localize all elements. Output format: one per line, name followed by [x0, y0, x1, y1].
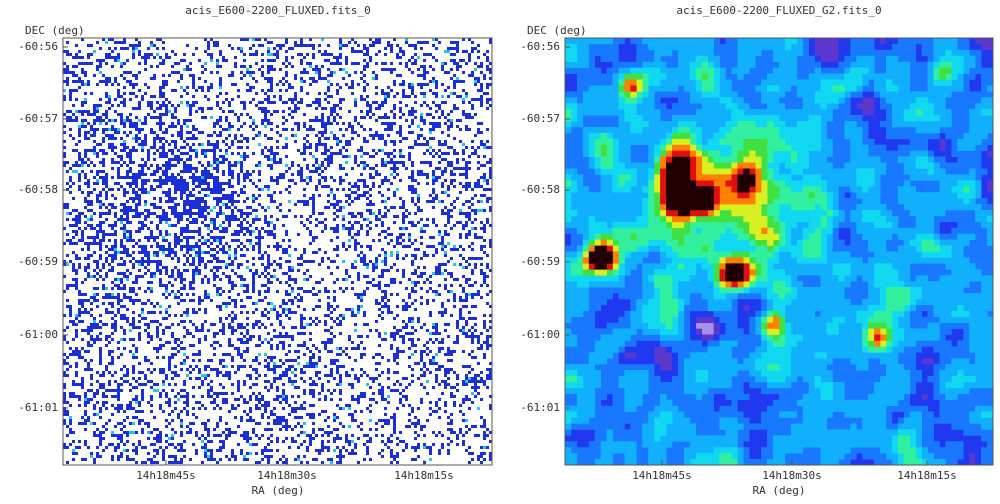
- panel-title: acis_E600-2200_FLUXED.fits_0: [185, 4, 370, 17]
- smoothed-image: [565, 38, 994, 466]
- x-tick-label: 14h18m45s: [632, 469, 692, 482]
- y-tick-label: -61:01: [520, 401, 560, 414]
- counts-pixels: [63, 38, 492, 464]
- intensity-level: [565, 38, 994, 466]
- y-tick-label: -61:01: [18, 401, 58, 414]
- y-axis-label: DEC (deg): [25, 24, 85, 37]
- intensity-level: [565, 61, 970, 466]
- x-axis-label: RA (deg): [252, 484, 305, 497]
- plot-frame: [564, 37, 994, 466]
- y-tick-label: -61:00: [18, 328, 58, 341]
- x-tick-label: 14h18m30s: [762, 469, 822, 482]
- plot-frame: [62, 37, 493, 466]
- y-tick-label: -60:57: [18, 112, 58, 125]
- x-tick-label: 14h18m45s: [136, 469, 196, 482]
- x-tick-label: 14h18m15s: [394, 469, 454, 482]
- x-tick-label: 14h18m30s: [257, 469, 317, 482]
- x-axis-label: RA (deg): [753, 484, 806, 497]
- y-axis-label: DEC (deg): [527, 24, 587, 37]
- intensity-level: [582, 67, 952, 347]
- x-tick-label: 14h18m15s: [897, 469, 957, 482]
- y-tick-label: -61:00: [520, 328, 560, 341]
- intensity-level: [588, 156, 756, 282]
- y-tick-label: -60:56: [520, 40, 560, 53]
- y-tick-label: -60:56: [18, 40, 58, 53]
- intensity-level: [582, 79, 887, 347]
- y-tick-label: -60:58: [520, 183, 560, 196]
- y-tick-label: -60:59: [18, 255, 58, 268]
- panel-title: acis_E600-2200_FLUXED_G2.fits_0: [676, 4, 881, 17]
- y-tick-label: -60:57: [520, 112, 560, 125]
- intensity-level: [695, 322, 714, 335]
- raw-image: [63, 38, 492, 465]
- y-tick-label: -60:58: [18, 183, 58, 196]
- y-tick-label: -60:59: [520, 255, 560, 268]
